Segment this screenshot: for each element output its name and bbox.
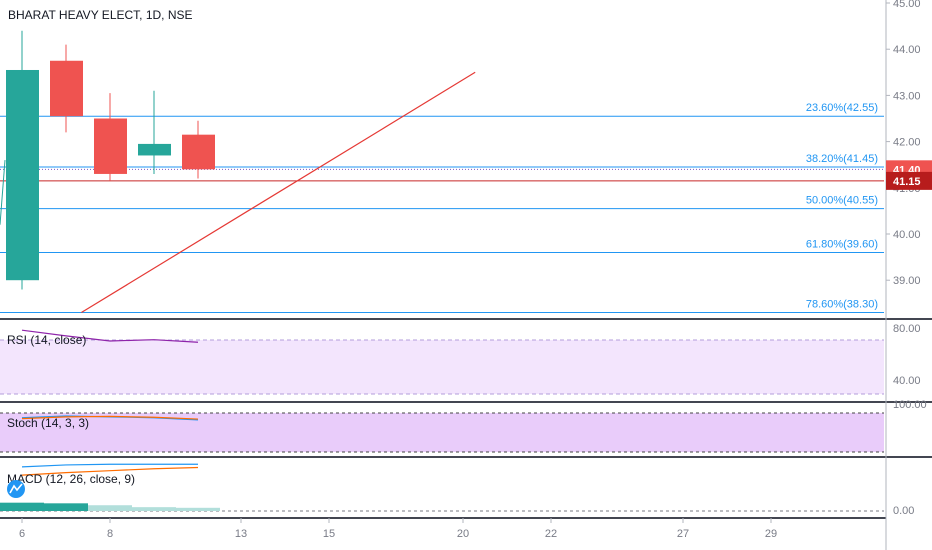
- x-tick-3: 15: [323, 528, 335, 540]
- macd-hist-bar-0: [0, 502, 44, 511]
- x-tick-5: 22: [545, 528, 557, 540]
- stoch-label[interactable]: Stoch (14, 3, 3): [7, 416, 89, 430]
- price-tick-0: 45.00: [893, 0, 921, 10]
- x-tick-4: 20: [457, 528, 469, 540]
- price-badge-label-1: 41.15: [893, 176, 921, 188]
- chart-title: BHARAT HEAVY ELECT, 1D, NSE: [8, 8, 193, 22]
- candle-body-2: [94, 118, 127, 174]
- trendline[interactable]: [81, 71, 476, 314]
- stoch-band: [0, 413, 884, 452]
- rsi-tick-1: 40.00: [893, 375, 921, 387]
- fib-label-4: 78.60%(38.30): [806, 299, 878, 311]
- candle-edge: [0, 160, 6, 225]
- rsi-label[interactable]: RSI (14, close): [7, 333, 86, 347]
- price-tick-5: 40.00: [893, 229, 921, 241]
- rsi-band: [0, 340, 884, 394]
- axis-layer: 45.0044.0043.0042.0041.0040.0039.0041.40…: [19, 0, 932, 540]
- macd-signal-line: [21, 466, 199, 476]
- price-tick-2: 43.00: [893, 90, 921, 102]
- macd-tick-0: 0.00: [893, 505, 914, 517]
- x-tick-6: 27: [677, 528, 689, 540]
- macd-label[interactable]: MACD (12, 26, close, 9): [7, 472, 135, 486]
- rsi-tick-0: 80.00: [893, 323, 921, 335]
- fib-label-0: 23.60%(42.55): [806, 102, 878, 114]
- candle-body-3: [138, 143, 171, 156]
- macd-hist-bar-1: [44, 503, 88, 511]
- candle-body-4: [182, 134, 215, 170]
- fib-label-3: 61.80%(39.60): [806, 238, 878, 250]
- x-tick-7: 29: [765, 528, 777, 540]
- candle-layer: [0, 30, 215, 290]
- candle-body-1: [50, 60, 83, 117]
- macd-line: [21, 463, 198, 468]
- x-tick-1: 8: [107, 528, 113, 540]
- macd-hist-bar-4: [176, 507, 220, 511]
- fib-layer: 23.60%(42.55) 38.20%(41.45) 50.00%(40.55) 6…: [0, 102, 884, 314]
- rsi-line: [21, 329, 199, 343]
- macd-hist-bar-3: [132, 507, 176, 511]
- fib-label-2: 50.00%(40.55): [806, 195, 878, 207]
- price-tick-6: 39.00: [893, 275, 921, 287]
- price-tick-3: 42.00: [893, 137, 921, 149]
- indicator-layer: [0, 329, 220, 511]
- macd-hist-bar-2: [88, 505, 132, 511]
- stoch-d-line: [21, 415, 199, 420]
- stoch-tick-0: 100.00: [893, 399, 927, 411]
- trend-layer[interactable]: [81, 71, 476, 314]
- x-tick-2: 13: [235, 528, 247, 540]
- price-tick-1: 44.00: [893, 44, 921, 56]
- candle-body-0: [6, 69, 39, 281]
- logo-icon: [7, 480, 25, 498]
- x-tick-0: 6: [19, 528, 25, 540]
- fib-label-1: 38.20%(41.45): [806, 153, 878, 165]
- price-badge-1: [886, 171, 932, 190]
